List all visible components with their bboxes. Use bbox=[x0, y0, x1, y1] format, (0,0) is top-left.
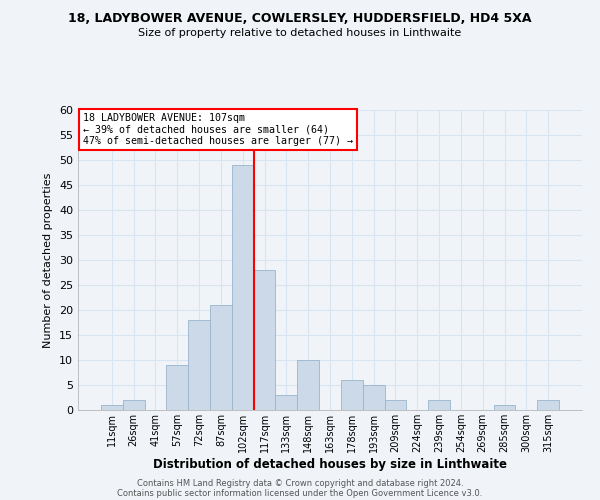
Text: Contains HM Land Registry data © Crown copyright and database right 2024.: Contains HM Land Registry data © Crown c… bbox=[137, 478, 463, 488]
Bar bbox=[275, 395, 297, 410]
Bar bbox=[123, 400, 145, 410]
Text: 18, LADYBOWER AVENUE, COWLERSLEY, HUDDERSFIELD, HD4 5XA: 18, LADYBOWER AVENUE, COWLERSLEY, HUDDER… bbox=[68, 12, 532, 26]
Bar bbox=[297, 360, 319, 410]
Bar bbox=[188, 320, 210, 410]
Bar bbox=[363, 385, 385, 410]
Bar bbox=[494, 405, 515, 410]
Bar bbox=[254, 270, 275, 410]
Bar bbox=[101, 405, 123, 410]
Text: Contains public sector information licensed under the Open Government Licence v3: Contains public sector information licen… bbox=[118, 488, 482, 498]
Bar bbox=[341, 380, 363, 410]
Bar bbox=[210, 305, 232, 410]
Y-axis label: Number of detached properties: Number of detached properties bbox=[43, 172, 53, 348]
Text: 18 LADYBOWER AVENUE: 107sqm
← 39% of detached houses are smaller (64)
47% of sem: 18 LADYBOWER AVENUE: 107sqm ← 39% of det… bbox=[83, 113, 353, 146]
Bar bbox=[537, 400, 559, 410]
Text: Size of property relative to detached houses in Linthwaite: Size of property relative to detached ho… bbox=[139, 28, 461, 38]
Bar bbox=[428, 400, 450, 410]
Bar bbox=[385, 400, 406, 410]
X-axis label: Distribution of detached houses by size in Linthwaite: Distribution of detached houses by size … bbox=[153, 458, 507, 470]
Bar bbox=[232, 165, 254, 410]
Bar bbox=[166, 365, 188, 410]
